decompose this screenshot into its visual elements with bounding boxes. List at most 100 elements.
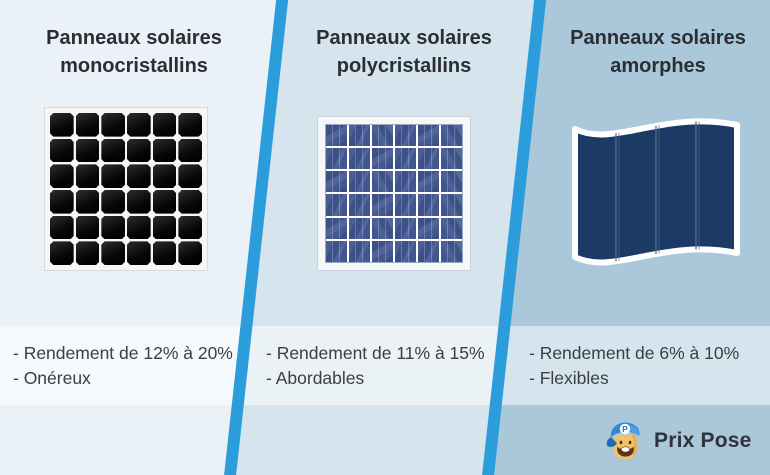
panel-cell: [372, 194, 393, 216]
panel-cell: [126, 113, 151, 137]
title-line1: Panneaux solaires: [316, 27, 492, 49]
panel-cell: [152, 138, 177, 163]
panel-cell: [50, 164, 74, 188]
panel-cell: [126, 215, 151, 240]
panel-cell: [441, 171, 462, 193]
title-line2: polycristallins: [336, 55, 472, 77]
logo-text: Prix Pose: [654, 429, 752, 452]
panel-cell: [326, 148, 347, 170]
panel-cell: [326, 240, 347, 262]
panel-cell: [126, 189, 151, 214]
logo-badge-letter: P: [622, 424, 628, 434]
panel-cell: [75, 241, 100, 265]
panel-cell: [349, 240, 370, 262]
panel-cell: [372, 240, 393, 262]
panel-cell: [326, 125, 347, 147]
panel-cell: [418, 171, 439, 193]
panel-cell: [418, 240, 439, 262]
panel-cell: [50, 189, 74, 214]
panel-cell: [441, 217, 462, 239]
panel-cell: [50, 138, 74, 163]
panel-cell: [349, 148, 370, 170]
panel-cell: [101, 215, 125, 240]
panel-cell: [178, 241, 202, 265]
feature-efficiency: - Rendement de 6% à 10%: [529, 343, 740, 363]
panel-cell: [395, 217, 416, 239]
panel-cell: [152, 164, 177, 188]
panel-cell: [395, 194, 416, 216]
panel-cell: [178, 164, 202, 188]
panel-cell: [152, 113, 177, 137]
panel-cell: [441, 125, 462, 147]
title-line1: Panneaux solaires: [570, 27, 746, 49]
panel-cell: [418, 148, 439, 170]
panel-cell: [101, 138, 125, 163]
panel-cell: [75, 189, 100, 214]
feature-efficiency: - Rendement de 12% à 20%: [13, 343, 233, 363]
title-line2: monocristallins: [60, 55, 208, 77]
panel-cell: [372, 171, 393, 193]
panel-cell: [372, 148, 393, 170]
title-line2: amorphes: [610, 55, 706, 77]
title-line1: Panneaux solaires: [46, 27, 222, 49]
panel-cell: [152, 215, 177, 240]
panel-cell: [75, 138, 100, 163]
feature-cost: - Abordables: [266, 368, 365, 388]
panel-cell: [349, 217, 370, 239]
feature-list-amorphous: - Rendement de 6% à 10% - Flexibles: [529, 341, 739, 391]
panel-cell: [349, 125, 370, 147]
panel-cell: [349, 171, 370, 193]
panel-cell: [372, 217, 393, 239]
panel-cell: [441, 148, 462, 170]
polycrystalline-cell-grid: [325, 124, 463, 263]
prix-pose-logo: P Prix Pose: [604, 420, 752, 462]
column-title-amorphous: Panneaux solaires amorphes: [533, 24, 770, 80]
panel-cell: [372, 125, 393, 147]
panel-cell: [326, 217, 347, 239]
feature-list-monocrystalline: - Rendement de 12% à 20% - Onéreux: [13, 341, 233, 391]
panel-cell: [418, 125, 439, 147]
panel-cell: [101, 241, 125, 265]
panel-cell: [152, 241, 177, 265]
feature-cost: - Onéreux: [13, 368, 91, 388]
panel-cell: [75, 215, 100, 240]
amorphous-panel-image: [572, 118, 740, 266]
panel-cell: [441, 240, 462, 262]
panel-cell: [50, 113, 74, 137]
panel-cell: [75, 113, 100, 137]
panel-cell: [50, 241, 74, 265]
panel-cell: [395, 171, 416, 193]
panel-cell: [178, 215, 202, 240]
panel-cell: [50, 215, 74, 240]
column-title-polycrystalline: Panneaux solaires polycristallins: [279, 24, 529, 80]
panel-cell: [101, 164, 125, 188]
polycrystalline-panel-image: [318, 117, 470, 270]
panel-cell: [178, 138, 202, 163]
panel-cell: [178, 113, 202, 137]
feature-flexibility: - Flexibles: [529, 368, 609, 388]
panel-cell: [395, 240, 416, 262]
panel-cell: [126, 241, 151, 265]
panel-cell: [326, 194, 347, 216]
feature-highlight-band: [0, 326, 770, 405]
panel-cell: [126, 164, 151, 188]
panel-cell: [418, 194, 439, 216]
prix-pose-mascot-icon: P: [606, 422, 640, 460]
amorphous-section-lines: [615, 121, 700, 263]
panel-cell: [395, 125, 416, 147]
panel-cell: [178, 189, 202, 214]
panel-cell: [101, 113, 125, 137]
panel-cell: [101, 189, 125, 214]
panel-cell: [418, 217, 439, 239]
panel-cell: [395, 148, 416, 170]
panel-cell: [349, 194, 370, 216]
panel-cell: [75, 164, 100, 188]
panel-cell: [326, 171, 347, 193]
monocrystalline-panel-image: [45, 108, 207, 270]
feature-list-polycrystalline: - Rendement de 11% à 15% - Abordables: [266, 341, 485, 391]
panel-cell: [441, 194, 462, 216]
column-title-monocrystalline: Panneaux solaires monocristallins: [9, 24, 259, 80]
panel-cell: [126, 138, 151, 163]
feature-efficiency: - Rendement de 11% à 15%: [266, 343, 485, 363]
